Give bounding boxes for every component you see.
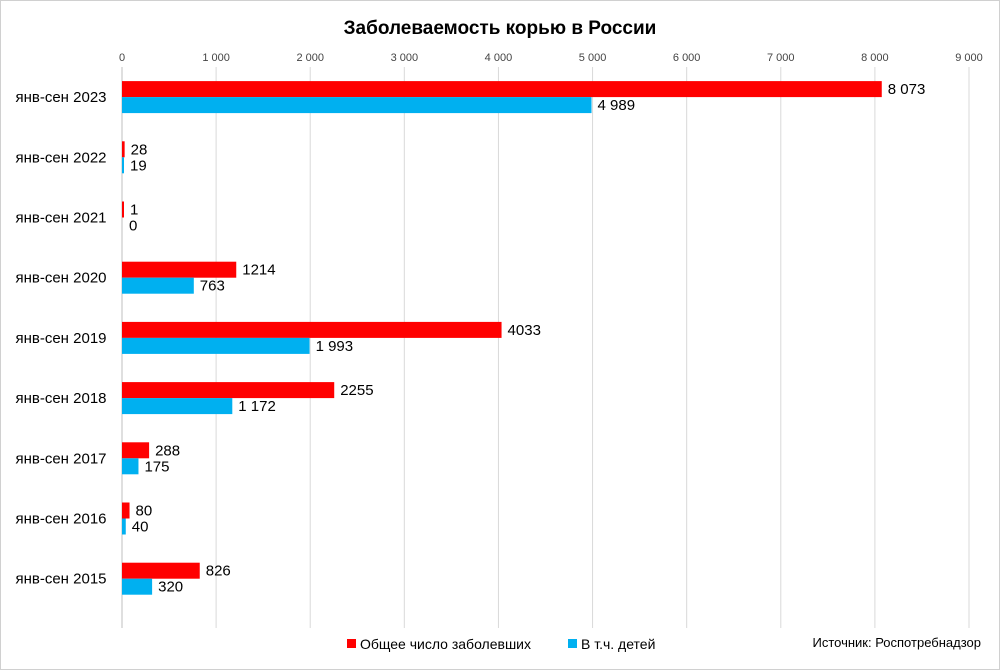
legend: Общее число заболевших В т.ч. детей [347, 636, 655, 652]
legend-label-children: В т.ч. детей [581, 636, 655, 652]
x-tick-label: 6 000 [673, 52, 701, 64]
bar-children [122, 398, 233, 415]
category-label: янв-сен 2023 [15, 89, 106, 106]
data-label-total: 4033 [508, 322, 541, 339]
x-tick-label: 3 000 [391, 52, 419, 64]
category-label: янв-сен 2019 [15, 330, 106, 347]
bar-total [122, 321, 502, 338]
data-label-children: 320 [158, 579, 183, 596]
bar-children [122, 277, 194, 294]
category-label: янв-сен 2018 [15, 390, 106, 407]
data-label-total: 80 [136, 503, 153, 520]
data-label-children: 4 989 [598, 97, 636, 114]
category-labels: янв-сен 2023 янв-сен 2022 янв-сен 2021 янв-… [15, 89, 106, 588]
legend-label-total: Общее число заболевших [360, 636, 531, 652]
x-tick-label: 7 000 [767, 52, 795, 64]
bar-layer [122, 81, 882, 595]
bar-total [122, 141, 125, 158]
category-label: янв-сен 2015 [15, 571, 106, 588]
bar-children [122, 157, 124, 174]
data-label-total: 8 073 [888, 81, 926, 98]
data-label-total: 1214 [242, 262, 275, 279]
tick-layer: 0 1 000 2 000 3 000 4 000 5 000 6 000 7 000 8 00… [119, 52, 983, 64]
data-label-total: 28 [131, 141, 148, 158]
data-label-children: 175 [144, 458, 169, 475]
x-tick-label: 9 000 [955, 52, 983, 64]
bar-children [122, 578, 153, 595]
data-label-children: 763 [200, 278, 225, 295]
bar-total [122, 382, 335, 399]
bar-children [122, 518, 126, 535]
legend-swatch-children [568, 639, 577, 648]
x-tick-label: 8 000 [861, 52, 889, 64]
category-label: янв-сен 2022 [15, 149, 106, 166]
data-label-children: 1 993 [316, 338, 354, 355]
x-tick-label: 0 [119, 52, 125, 64]
bar-total [122, 502, 130, 519]
data-label-children: 19 [130, 157, 147, 174]
x-tick-label: 2 000 [296, 52, 324, 64]
bar-total [122, 201, 124, 218]
bar-children [122, 337, 310, 354]
x-tick-label: 1 000 [202, 52, 230, 64]
bar-total [122, 81, 882, 98]
bar-total [122, 261, 237, 278]
data-label-total: 2255 [340, 382, 373, 399]
category-label: янв-сен 2021 [15, 210, 106, 227]
source-note: Источник: Роспотребнадзор [812, 635, 981, 650]
data-label-total: 288 [155, 442, 180, 459]
data-label-total: 1 [130, 202, 138, 219]
category-label: янв-сен 2017 [15, 450, 106, 467]
chart-title: Заболеваемость корью в России [344, 18, 657, 39]
bar-children [122, 458, 139, 475]
bar-total [122, 442, 150, 459]
bar-total [122, 562, 200, 579]
grid-layer [121, 67, 970, 628]
legend-swatch-total [347, 639, 356, 648]
data-label-total: 826 [206, 563, 231, 580]
x-tick-label: 4 000 [485, 52, 513, 64]
data-label-children: 1 172 [238, 398, 276, 415]
x-tick-label: 5 000 [579, 52, 607, 64]
bar-children [122, 97, 592, 114]
data-label-children: 40 [132, 519, 149, 536]
data-label-children: 0 [129, 218, 137, 235]
category-label: янв-сен 2016 [15, 511, 106, 528]
category-label: янв-сен 2020 [15, 270, 106, 287]
